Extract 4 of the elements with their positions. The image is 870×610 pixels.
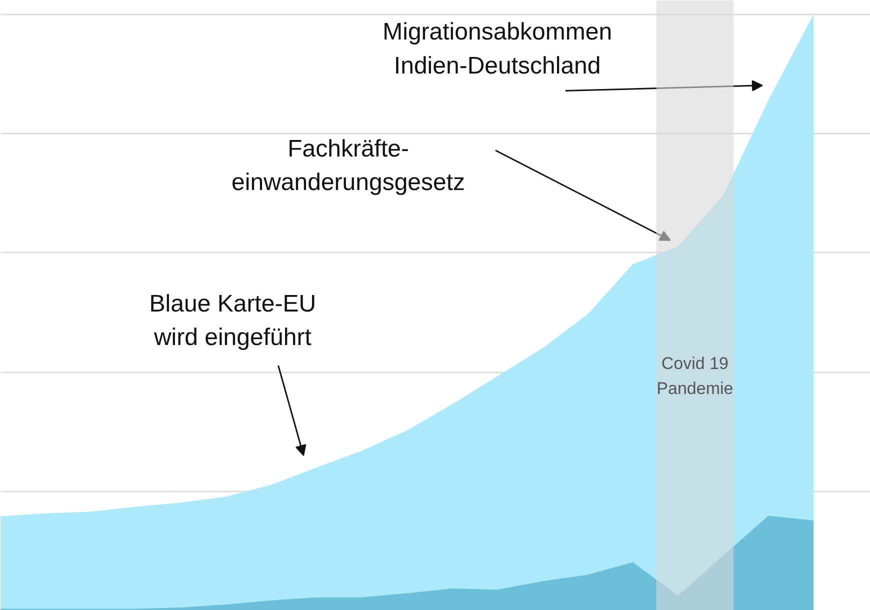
- annotation: Fachkräfte- einwanderungsgesetz: [232, 135, 466, 196]
- annotation: Blaue Karte-EU wird eingeführt: [149, 290, 316, 352]
- annotation: Migrationsabkommen Indien-Deutschland: [382, 18, 612, 80]
- annotation: Covid 19 Pandemie: [656, 354, 734, 398]
